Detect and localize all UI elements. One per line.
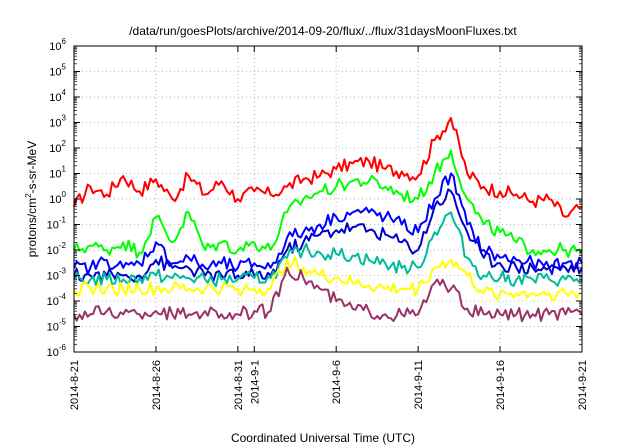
y-tick-base: 10 [47,245,59,257]
y-tick-base: 10 [49,169,61,181]
y-tick-exponent: -6 [59,343,67,352]
y-tick-exponent: 5 [62,63,67,72]
series-layer [73,117,583,323]
x-tick-label: 2014-9-21 [577,360,589,410]
y-tick-exponent: 4 [62,88,67,97]
y-tick-label: 101 [49,165,66,181]
series-line [73,266,583,323]
y-tick-base: 10 [47,271,59,283]
y-axis-label-main: protons/cm [25,198,39,257]
y-tick-exponent: -4 [59,292,67,301]
y-tick-base: 10 [49,67,61,79]
y-tick-base: 10 [47,347,59,359]
x-axis-label: Coordinated Universal Time (UTC) [231,431,415,445]
y-tick-base: 10 [47,220,59,232]
y-tick-label: 10-3 [47,267,67,283]
y-tick-exponent: 0 [62,190,67,199]
x-tick-label: 2014-9-1 [249,360,261,404]
y-tick-base: 10 [47,322,59,334]
y-tick-base: 10 [49,143,61,155]
y-tick-exponent: 1 [62,165,67,174]
y-tick-label: 10-4 [47,292,67,308]
y-tick-label: 106 [49,37,66,53]
y-axis-label: protons/cm2-s-sr-MeV [24,141,39,257]
y-tick-exponent: -2 [59,241,67,250]
y-tick-exponent: -1 [59,216,67,225]
y-tick-exponent: -3 [59,267,67,276]
x-tick-label: 2014-9-16 [495,360,507,410]
y-tick-exponent: 2 [62,139,67,148]
series-line [73,149,583,259]
y-tick-label: 102 [49,139,66,155]
y-tick-label: 10-5 [47,318,67,334]
x-axis: 2014-8-21 2014-8-26 2014-8-31 2014-9-1 2014-… [69,46,589,410]
y-tick-label: 10-2 [47,241,67,257]
x-tick-label: 2014-8-21 [69,360,81,410]
series-line [73,211,583,288]
y-tick-base: 10 [49,194,61,206]
series-line [73,172,583,276]
y-tick-label: 100 [49,190,66,206]
y-tick-base: 10 [49,41,61,53]
y-tick-exponent: -5 [59,318,67,327]
grid [74,46,582,352]
series-line [73,188,583,284]
y-tick-base: 10 [49,118,61,130]
y-tick-label: 105 [49,63,66,79]
y-axis-label-rest: -s-sr-MeV [25,141,39,194]
y-tick-label: 10-1 [47,216,67,232]
y-axis-label-sup: 2 [24,193,33,198]
x-tick-label: 2014-9-6 [331,360,343,404]
y-axis: 10-610-510-410-310-210-11001011021031041… [47,37,582,359]
y-tick-exponent: 6 [62,37,67,46]
y-tick-exponent: 3 [62,114,67,123]
chart-title: /data/run/goesPlots/archive/2014-09-20/f… [129,24,517,38]
series-line [73,256,583,302]
x-tick-label: 2014-8-31 [233,360,245,410]
series-line [73,117,583,218]
x-tick-label: 2014-8-26 [151,360,163,410]
y-tick-label: 104 [49,88,66,104]
y-tick-label: 10-6 [47,343,67,359]
y-tick-label: 103 [49,114,66,130]
y-tick-base: 10 [47,296,59,308]
x-tick-label: 2014-9-11 [413,360,425,409]
y-tick-base: 10 [49,92,61,104]
